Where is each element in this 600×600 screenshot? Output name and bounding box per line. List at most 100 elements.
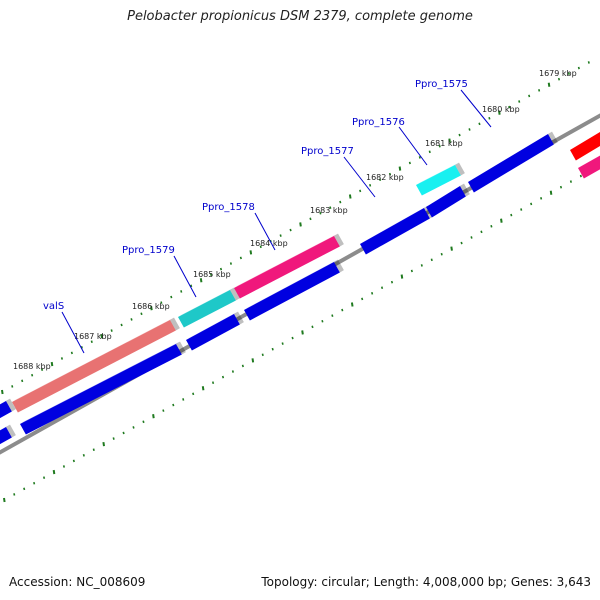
outer-ring-tick [80, 346, 83, 349]
outer-ring-tick [309, 217, 312, 221]
outer-ring-tick [110, 329, 113, 332]
outer-ring-tick [498, 110, 501, 115]
inner-ring-tick [192, 392, 195, 396]
cds-block-2[interactable] [186, 311, 244, 351]
inner-ring-tick [579, 174, 582, 178]
inner-ring-tick [162, 409, 165, 412]
outer-ring-tick [21, 379, 24, 383]
inner-ring-tick [221, 375, 225, 379]
tick-label-1680: 1680 kbp [482, 105, 520, 114]
cds-block-6[interactable] [468, 131, 558, 193]
tick-label-1686: 1686 kbp [132, 302, 170, 311]
outer-ring-tick [60, 357, 64, 360]
outer-ring-tick [438, 144, 441, 148]
cds-block-5[interactable] [426, 183, 470, 218]
gene-label-ppro-1578[interactable]: Ppro_1578 [202, 202, 255, 213]
tick-label-1684: 1684 kbp [250, 239, 288, 248]
inner-ring-tick [510, 213, 513, 217]
gene-block-ppro-1579[interactable] [178, 287, 240, 328]
outer-ring-tick [170, 295, 173, 299]
tick-label-1681: 1681 kbp [425, 139, 463, 148]
cds-block-3[interactable] [244, 259, 344, 321]
outer-ring-tick [150, 306, 153, 311]
tick-labels: 1679 kbp 1680 kbp 1681 kbp 1682 kbp 1683… [13, 69, 577, 371]
inner-ring-tick [72, 459, 75, 463]
outer-ring-tick [90, 340, 93, 344]
inner-ring-tick [410, 269, 413, 273]
inner-ring-tick [450, 246, 453, 251]
inner-ring-tick [33, 481, 36, 485]
inner-ring-tick [569, 180, 572, 183]
outer-ring-tick [279, 234, 282, 237]
inner-ring-tick [182, 398, 185, 401]
leader-line-ppro-1579 [173, 255, 197, 298]
outer-ring-tick [418, 156, 421, 159]
gene-block-ppro-1576[interactable] [416, 162, 465, 196]
outer-ring-tick [160, 301, 163, 304]
inner-ring-tick [400, 274, 404, 279]
map-title: Pelobacter propionicus DSM 2379, complet… [127, 9, 473, 24]
inner-ring-tick [520, 208, 523, 211]
gene-block-vals[interactable] [12, 317, 180, 413]
outer-ring-tick [249, 250, 253, 255]
inner-ring-tick [132, 426, 135, 429]
inner-ring-tick [311, 325, 314, 329]
gene-label-ppro-1575[interactable]: Ppro_1575 [415, 79, 468, 90]
gene-label-vals[interactable]: valS [43, 301, 64, 312]
inner-ring-tick [540, 197, 543, 200]
cds-block-left-2[interactable] [0, 424, 16, 447]
gene-block-right-red[interactable] [570, 124, 600, 161]
gene-labels: Ppro_1575 Ppro_1576 Ppro_1577 Ppro_1578 … [43, 79, 492, 354]
inner-ring-tick [470, 236, 473, 239]
tick-label-1685: 1685 kbp [193, 270, 231, 279]
outer-ring-tick [259, 245, 262, 249]
inner-ring-tick [301, 330, 304, 335]
outer-tick-ring [1, 61, 590, 395]
inner-ring-tick [460, 241, 463, 245]
gene-label-ppro-1579[interactable]: Ppro_1579 [122, 245, 175, 256]
inner-ring-tick [331, 314, 334, 317]
outer-ring-tick [547, 82, 551, 87]
outer-ring-tick [428, 150, 431, 154]
outer-ring-tick [140, 312, 143, 316]
outer-ring-tick [229, 262, 233, 265]
inner-ring-tick [23, 487, 26, 491]
inner-ring-tick [211, 381, 215, 385]
gene-label-ppro-1576[interactable]: Ppro_1576 [352, 117, 405, 128]
inner-ring-tick [102, 441, 105, 447]
outer-ring-tick [567, 72, 570, 75]
cds-block-4[interactable] [360, 205, 434, 255]
leader-line-ppro-1576 [398, 126, 428, 166]
inner-ring-tick [321, 319, 324, 323]
outer-ring-tick [538, 89, 541, 92]
gene-block-right-pink[interactable] [578, 148, 600, 179]
outer-ring-tick [468, 128, 471, 131]
tick-label-1679: 1679 kbp [539, 69, 577, 78]
outer-ring-tick [40, 368, 44, 371]
leader-line-ppro-1575 [460, 89, 492, 128]
cds-block-left-1[interactable] [0, 398, 16, 421]
outer-ring-tick [190, 284, 193, 288]
inner-ring-tick [142, 420, 145, 424]
inner-ring-tick [112, 437, 115, 440]
inner-ring-tick [281, 342, 284, 345]
cds-block-1[interactable] [20, 341, 186, 435]
inner-ring-tick [201, 386, 205, 391]
outer-ring-tick [209, 273, 213, 277]
tick-label-1682: 1682 kbp [366, 173, 404, 182]
outer-ring-tick [458, 133, 461, 137]
leader-line-vals [61, 311, 85, 354]
outer-ring-tick [398, 166, 402, 171]
outer-ring-tick [528, 94, 531, 98]
outer-ring-tick [219, 267, 223, 271]
outer-ring-tick [130, 318, 133, 321]
leader-line-ppro-1578 [254, 212, 276, 251]
gene-block-ppro-1578[interactable] [234, 233, 344, 299]
inner-ring-tick [361, 297, 364, 301]
inner-ring-tick [341, 308, 344, 312]
outer-ring-tick [378, 178, 382, 182]
inner-ring-tick [440, 252, 443, 256]
gene-label-ppro-1577[interactable]: Ppro_1577 [301, 146, 354, 157]
outer-ring-tick [587, 61, 590, 64]
inner-ring-tick [530, 202, 533, 206]
